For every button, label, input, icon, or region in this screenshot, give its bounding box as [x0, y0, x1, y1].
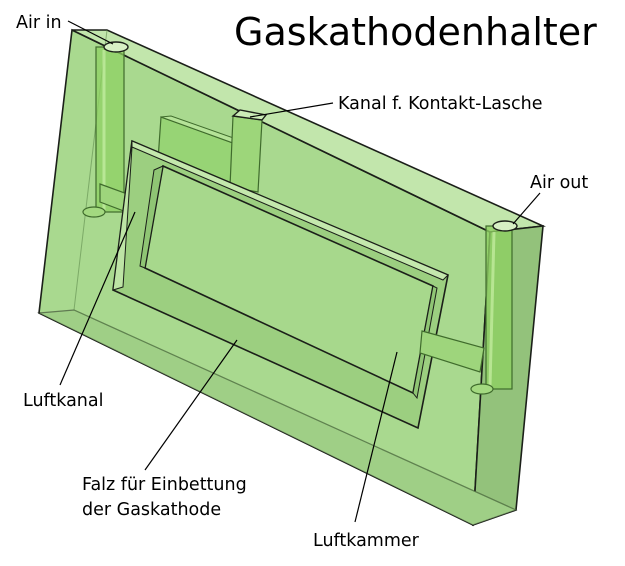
kanal-leader — [249, 102, 334, 118]
contact-tab-channel — [157, 109, 268, 193]
right-air-channel — [419, 330, 485, 373]
falz-label-line2: der Gaskathode — [82, 500, 221, 520]
air-out-leader — [512, 192, 541, 225]
luftkammer-leader — [354, 351, 398, 523]
air-out-tube — [470, 220, 518, 395]
air-in-label: Air in — [16, 13, 62, 33]
luftkanal-leader — [59, 211, 136, 386]
luftkammer-label: Luftkammer — [313, 531, 420, 551]
page-title: Gaskathodenhalter — [234, 10, 597, 54]
luftkanal-label: Luftkanal — [23, 391, 103, 411]
falz-leader — [144, 339, 238, 471]
falz-label-line1: Falz für Einbettung — [82, 475, 247, 495]
air-out-label: Air out — [530, 173, 588, 193]
air-in-leader — [67, 20, 114, 45]
kanal-label: Kanal f. Kontakt-Lasche — [338, 94, 543, 114]
air-chamber — [139, 164, 438, 400]
